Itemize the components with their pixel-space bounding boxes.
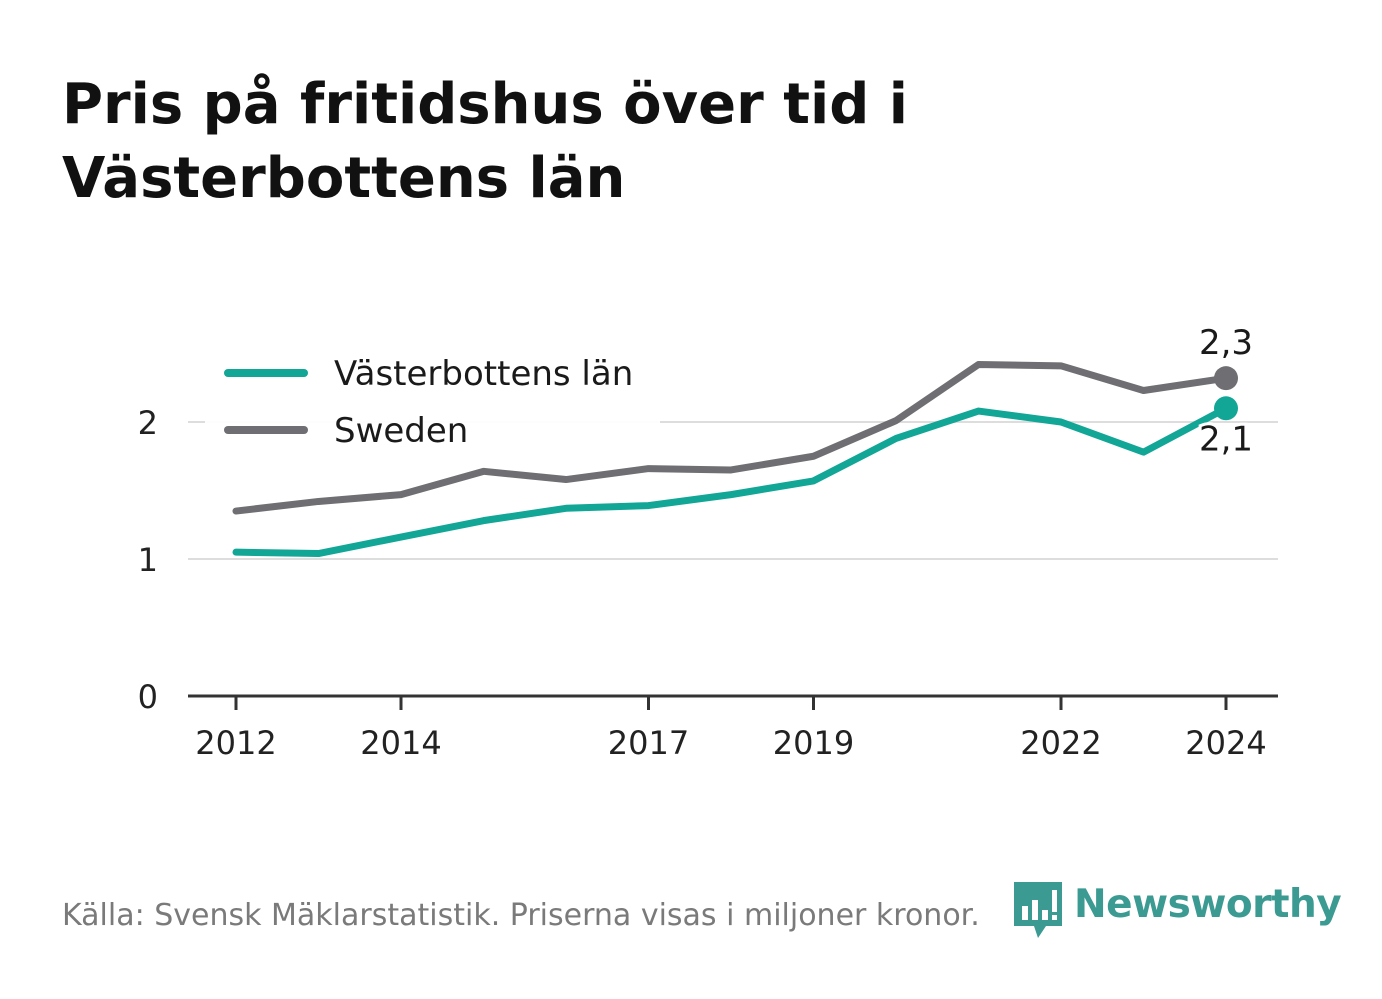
- x-tick-label: 2017: [608, 724, 689, 762]
- x-tick-label: 2012: [195, 724, 276, 762]
- axis-layer: 0 1 2 2012 2014 2017 2019 2022 2024: [138, 404, 1278, 762]
- series-layer: [232, 360, 1230, 558]
- logo-text: Newsworthy: [1074, 882, 1342, 927]
- x-tick-label: 2022: [1020, 724, 1101, 762]
- end-point-sweden: [1214, 366, 1238, 391]
- source-note: Källa: Svensk Mäklarstatistik. Priserna …: [62, 898, 980, 933]
- newsworthy-logo-icon: [1014, 882, 1062, 938]
- end-point-vasterbotten: [1214, 396, 1238, 421]
- end-value-label: 2,1: [1199, 419, 1253, 459]
- newsworthy-logo: Newsworthy: [1012, 880, 1342, 940]
- x-tick-label: 2019: [773, 724, 854, 762]
- series-line-vasterbotten: [232, 404, 1230, 558]
- end-value-label: 2,3: [1199, 323, 1253, 363]
- series-line-sweden: [232, 360, 1230, 515]
- chart-title: Pris på fritidshus över tid i Västerbott…: [62, 72, 908, 211]
- x-tick-label: 2024: [1185, 724, 1266, 762]
- label-layer: 2,1 2,3: [1196, 320, 1256, 462]
- x-tick-label: 2014: [360, 724, 441, 762]
- y-tick-label: 0: [138, 678, 158, 716]
- legend-label: Sweden: [334, 411, 468, 451]
- line-chart: 0 1 2 2012 2014 2017 2019 2022 2024 Västerbotten…: [137, 320, 1278, 762]
- legend: Västerbottens län Sweden: [205, 340, 660, 451]
- y-tick-label: 1: [138, 541, 158, 579]
- y-tick-label: 2: [138, 404, 158, 442]
- legend-label: Västerbottens län: [334, 354, 633, 394]
